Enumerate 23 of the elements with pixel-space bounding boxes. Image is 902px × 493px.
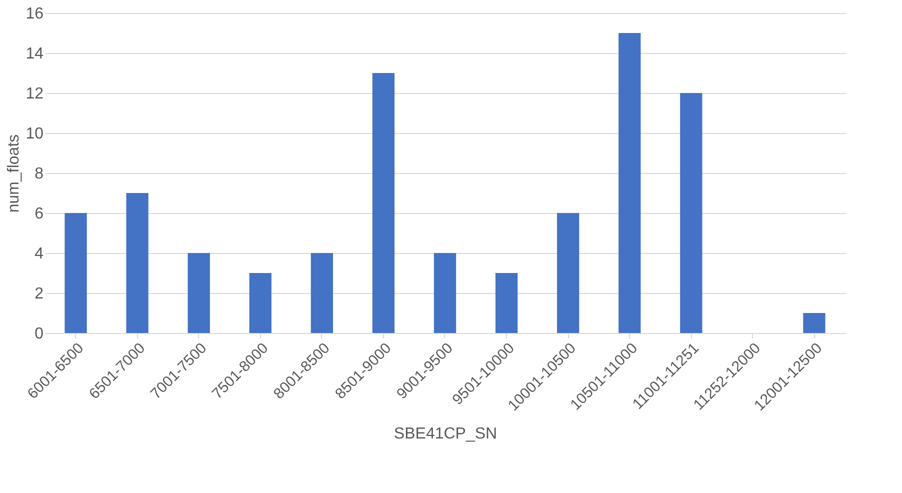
y-tick-label: 12 bbox=[26, 86, 44, 102]
bar bbox=[434, 253, 456, 333]
bar bbox=[372, 73, 395, 333]
y-tick-label: 2 bbox=[34, 286, 44, 302]
bar bbox=[803, 313, 826, 333]
y-tick-label: 6 bbox=[34, 206, 44, 222]
bar bbox=[64, 213, 87, 333]
y-tick-label: 14 bbox=[26, 46, 44, 62]
bar bbox=[188, 253, 210, 333]
bar bbox=[126, 193, 148, 333]
y-tick-label: 0 bbox=[34, 326, 44, 342]
bar bbox=[618, 33, 641, 333]
x-axis-title: SBE41CP_SN bbox=[394, 426, 498, 443]
y-axis-title: num_floats bbox=[6, 134, 23, 213]
bar bbox=[680, 93, 702, 333]
bar bbox=[249, 273, 272, 333]
y-tick-label: 16 bbox=[26, 6, 44, 22]
bar bbox=[557, 213, 580, 333]
bar bbox=[310, 253, 333, 333]
bar bbox=[495, 273, 518, 333]
y-tick-label: 8 bbox=[34, 166, 44, 182]
y-tick-label: 4 bbox=[34, 246, 44, 262]
y-tick-label: 10 bbox=[26, 126, 44, 142]
